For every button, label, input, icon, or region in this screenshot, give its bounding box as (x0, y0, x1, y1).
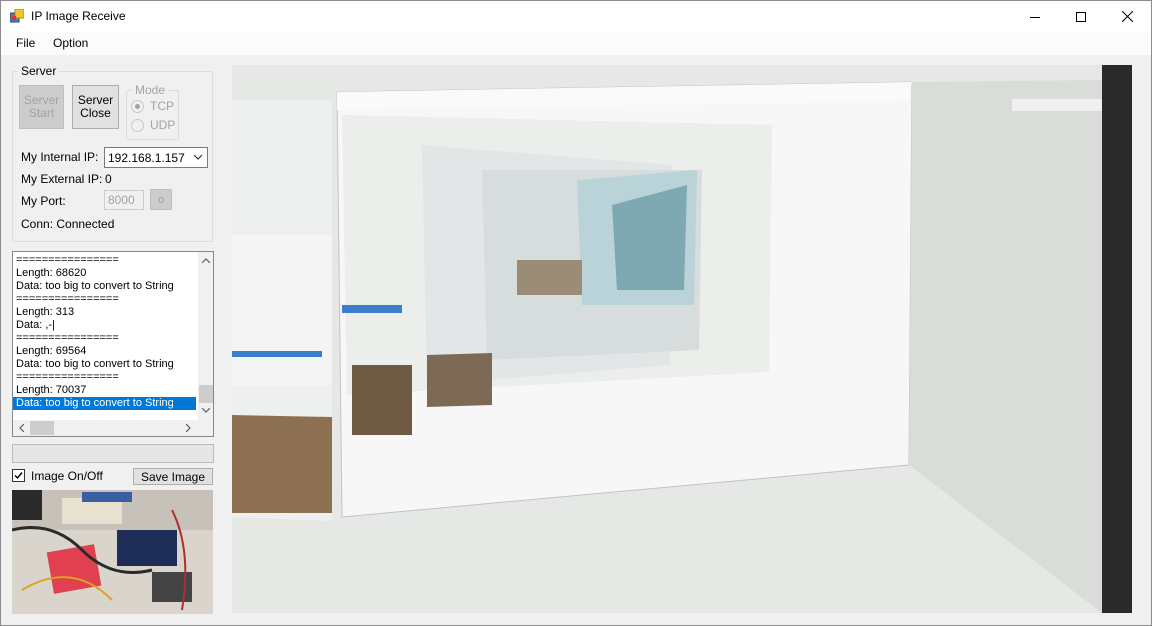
mode-tcp-label: TCP (150, 99, 174, 113)
minimize-icon (1030, 16, 1040, 18)
mode-udp-label: UDP (150, 118, 176, 132)
mode-group: Mode (126, 83, 179, 140)
checkmark-icon (14, 472, 23, 480)
scroll-up-icon[interactable] (198, 252, 213, 268)
maximize-button[interactable] (1058, 1, 1104, 32)
server-group: Server (12, 64, 213, 242)
minimize-button[interactable] (1012, 1, 1058, 32)
log-line[interactable]: ================ (16, 254, 119, 266)
external-ip-label: My External IP: (21, 172, 103, 186)
title-bar[interactable]: IP Image Receive (1, 1, 1151, 32)
internal-ip-value: 192.168.1.157 (108, 151, 185, 165)
internal-ip-select[interactable]: 192.168.1.157 (104, 147, 208, 168)
server-close-label: Server Close (77, 93, 114, 120)
log-line[interactable]: Length: 68620 (16, 267, 87, 279)
internal-ip-label: My Internal IP: (21, 150, 99, 164)
server-close-button[interactable]: Server Close (72, 85, 119, 129)
conn-status: Conn: Connected (21, 217, 115, 231)
progress-bar (12, 444, 214, 463)
port-label: My Port: (21, 194, 66, 208)
horizontal-scrollbar[interactable] (13, 420, 198, 436)
thumbnail-image (12, 490, 213, 614)
external-ip-value: 0 (105, 172, 112, 186)
log-lines: ================ Length: 68620 Data: too… (13, 252, 198, 420)
save-image-label: Save Image (140, 470, 206, 484)
port-value: 8000 (108, 193, 135, 207)
maximize-icon (1076, 11, 1086, 22)
menu-option[interactable]: Option (53, 36, 89, 50)
radio-selected-dot (135, 104, 140, 109)
log-line[interactable]: Length: 70037 (16, 384, 87, 396)
log-line[interactable]: Data: ,-| (16, 319, 55, 331)
vertical-scrollbar[interactable] (198, 252, 213, 420)
port-set-button[interactable]: o (150, 189, 172, 210)
close-button[interactable] (1104, 1, 1150, 32)
scroll-right-icon[interactable] (180, 420, 196, 436)
mode-group-label: Mode (132, 83, 169, 97)
close-icon (1121, 11, 1133, 22)
log-line[interactable]: ================ (16, 293, 119, 305)
server-start-button[interactable]: Server Start (19, 85, 64, 129)
server-group-label: Server (18, 64, 60, 78)
scroll-left-icon[interactable] (13, 420, 29, 436)
menu-file[interactable]: File (16, 36, 36, 50)
window-title: IP Image Receive (31, 9, 126, 23)
mode-tcp-radio[interactable] (131, 100, 144, 113)
scroll-down-icon[interactable] (198, 402, 213, 418)
vertical-scroll-thumb[interactable] (199, 385, 213, 403)
app-window-icon (10, 9, 24, 23)
log-line[interactable]: Length: 69564 (16, 345, 87, 357)
log-line[interactable]: ================ (16, 371, 119, 383)
image-toggle-checkbox[interactable] (12, 469, 25, 482)
chevron-down-icon (193, 154, 203, 160)
log-line[interactable]: ================ (16, 332, 119, 344)
save-image-button[interactable]: Save Image (133, 468, 213, 485)
received-image (232, 65, 1132, 613)
log-line[interactable]: Data: too big to convert to String (16, 358, 174, 370)
log-line-selected[interactable]: Data: too big to convert to String (13, 397, 196, 410)
scroll-corner (198, 420, 213, 436)
horizontal-scroll-thumb[interactable] (30, 421, 54, 435)
port-set-label: o (157, 193, 165, 206)
port-input[interactable]: 8000 (104, 190, 144, 210)
log-line[interactable]: Length: 313 (16, 306, 75, 318)
log-list[interactable]: ================ Length: 68620 Data: too… (12, 251, 214, 437)
mode-udp-radio[interactable] (131, 119, 144, 132)
image-toggle-label: Image On/Off (31, 469, 103, 483)
menu-bar: File Option (1, 32, 1151, 55)
server-start-label: Server Start (23, 93, 60, 120)
log-line[interactable]: Data: too big to convert to String (16, 280, 174, 292)
